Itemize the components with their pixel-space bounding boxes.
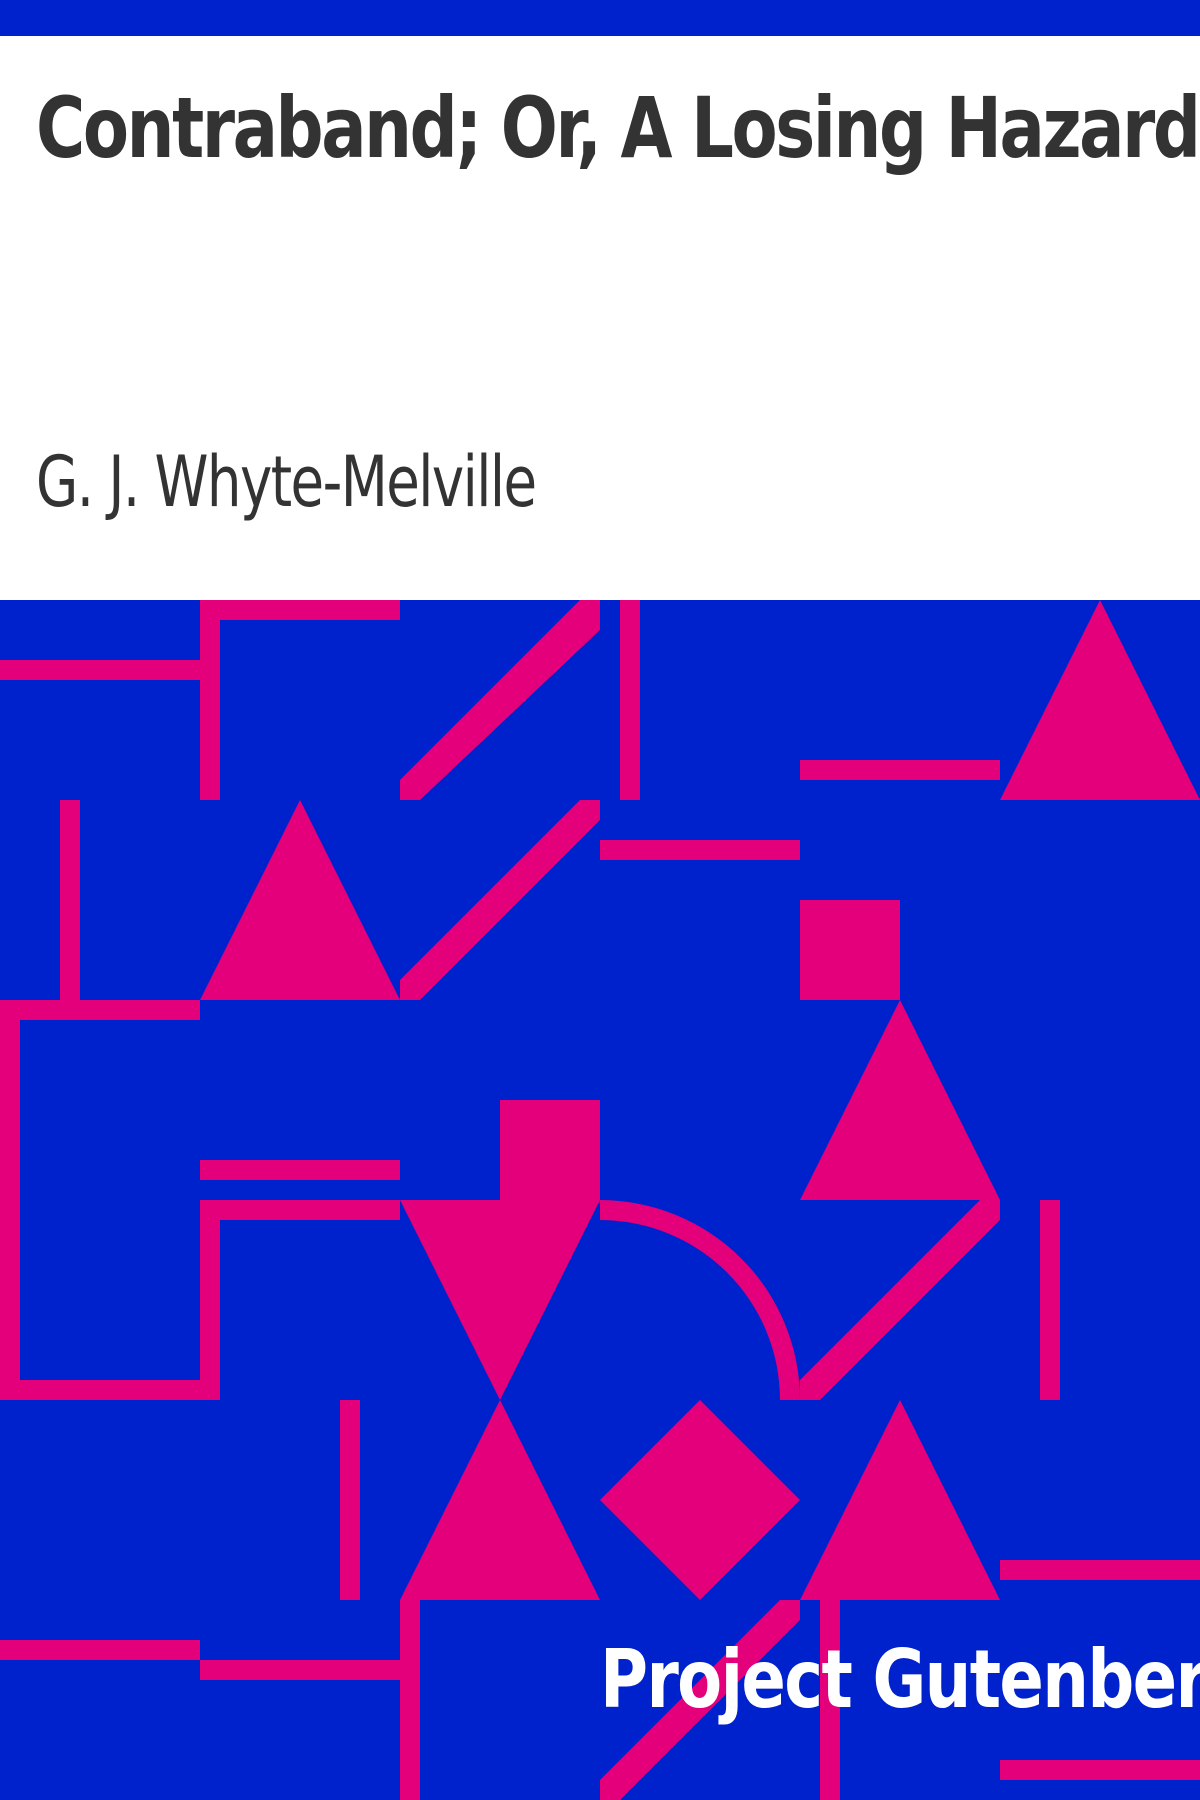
shape-diagonal: [400, 600, 600, 800]
shape-bar: [200, 600, 220, 800]
cover-artwork: [0, 600, 1200, 1800]
shape-bar: [800, 760, 1000, 780]
shape-diamond: [600, 1400, 800, 1600]
shape-diagonal: [400, 800, 600, 1000]
shape-triangle: [800, 1400, 1000, 1600]
shape-square: [500, 1100, 600, 1200]
top-color-bar: [0, 0, 1200, 36]
shape-bar: [200, 1660, 400, 1680]
shape-diagonal: [600, 1600, 800, 1800]
shape-triangle: [200, 800, 400, 1000]
artwork-shapes: [0, 600, 1200, 1800]
shape-triangle: [400, 1400, 600, 1600]
book-author: G. J. Whyte-Melville: [36, 441, 537, 523]
shape-arc: [600, 1200, 800, 1400]
shape-bar: [820, 1600, 840, 1800]
shape-bar: [1000, 1560, 1200, 1580]
shape-bar: [1040, 1200, 1060, 1400]
shape-bar: [200, 600, 400, 620]
publisher-name: Project Gutenberg: [600, 1633, 1200, 1726]
shape-bar: [400, 1600, 420, 1800]
shape-triangle: [400, 1200, 600, 1400]
book-title: Contraband; Or, A Losing Hazard: [36, 79, 1200, 177]
shape-square: [800, 900, 900, 1000]
shape-triangle: [1000, 600, 1200, 800]
shape-bar: [620, 600, 640, 800]
shape-bar: [60, 800, 80, 1000]
shape-bar: [0, 660, 200, 680]
shape-bar: [1000, 1760, 1200, 1780]
shape-bar: [0, 1640, 200, 1660]
shape-bar: [200, 1200, 400, 1220]
shape-bar: [600, 840, 800, 860]
shape-bar: [200, 1160, 400, 1180]
shape-bar: [0, 1380, 220, 1400]
shape-bar: [0, 1000, 20, 1400]
shape-bar: [200, 1200, 220, 1400]
shape-bar: [340, 1400, 360, 1600]
shape-diagonal: [800, 1200, 1000, 1400]
shape-triangle: [800, 1000, 1000, 1200]
shape-bar: [0, 1000, 200, 1020]
